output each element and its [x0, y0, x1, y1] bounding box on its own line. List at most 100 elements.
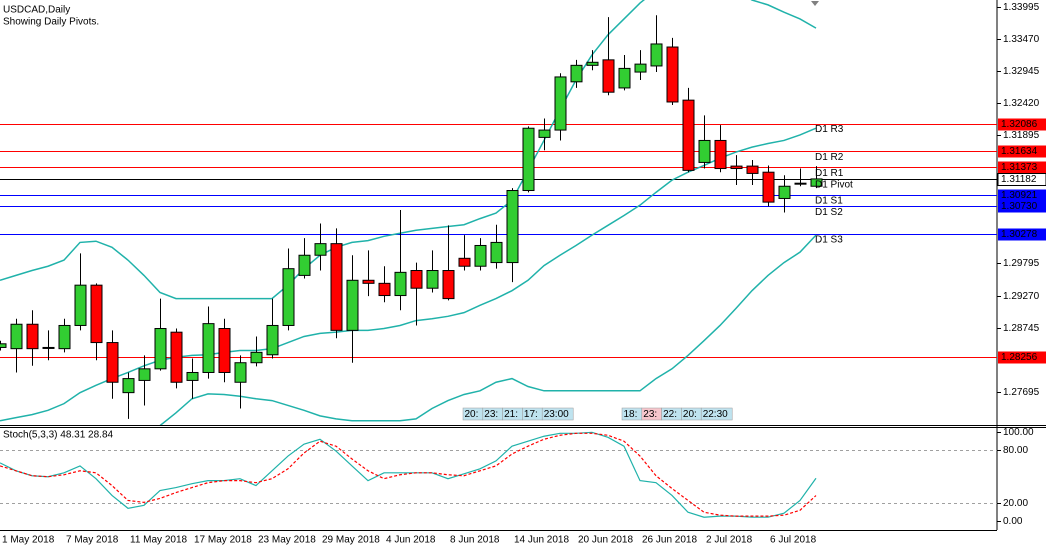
candle-body	[602, 59, 615, 93]
level-price-box	[998, 118, 1046, 131]
session-label: 17:	[524, 409, 538, 420]
band-line	[0, 127, 817, 422]
candle-body	[58, 324, 71, 350]
x-tick-label: 20 Jun 2018	[578, 535, 633, 546]
candle-body	[186, 371, 199, 381]
candle-body	[234, 362, 247, 383]
x-tick-label: 1 May 2018	[2, 535, 55, 546]
x-tick-label: 7 May 2018	[66, 535, 119, 546]
candle-body	[0, 343, 7, 348]
x-tick-label: 11 May 2018	[130, 535, 188, 546]
candle-body	[218, 328, 231, 373]
candle-body	[634, 63, 647, 73]
level-price-box	[998, 228, 1046, 241]
session-label: 20:	[683, 409, 697, 420]
candle-body	[106, 342, 119, 383]
candle-body	[570, 64, 583, 83]
y-tick-label: 1.33470	[1003, 34, 1040, 45]
candle-body	[810, 178, 823, 187]
candle-body	[90, 284, 103, 344]
session-label: 23:	[643, 409, 657, 420]
chart-subtitle: Showing Daily Pivots.	[3, 17, 99, 28]
candle-body	[282, 268, 295, 326]
level-price-box	[998, 189, 1046, 202]
level-name: D1 S3	[815, 235, 843, 246]
level-name: D1 R3	[815, 124, 844, 135]
candle-body	[490, 241, 503, 264]
candle-body	[746, 165, 759, 174]
candle-body	[698, 139, 711, 163]
candle-body	[538, 129, 551, 138]
candle-body	[426, 270, 439, 289]
band-line	[0, 0, 817, 300]
y-tick-label: 1.32420	[1003, 98, 1040, 109]
candle-body	[410, 270, 423, 289]
candle-body	[666, 46, 679, 103]
level-price-box	[997, 173, 1046, 186]
candle-body	[250, 351, 263, 364]
level-price-label: 1.30278	[1001, 229, 1038, 240]
session-label: 18:	[624, 409, 638, 420]
candle-body	[506, 190, 519, 264]
x-tick-label: 2 Jul 2018	[706, 535, 753, 546]
y-tick-label: 0.00	[1003, 516, 1023, 527]
candle-body	[10, 323, 23, 350]
session-label: 23:	[484, 409, 498, 420]
candle-body	[138, 368, 151, 381]
y-tick-label: 80.00	[1003, 445, 1028, 456]
y-tick-label: 1.33995	[1003, 2, 1040, 13]
candle-body	[554, 76, 567, 131]
candle-body	[346, 279, 359, 331]
candle-body	[74, 284, 87, 326]
candle-body	[650, 43, 663, 67]
level-price-label: 1.32086	[1001, 119, 1038, 130]
x-tick-label: 6 Jul 2018	[770, 535, 817, 546]
candle-body	[170, 331, 183, 383]
candle-body	[362, 279, 375, 284]
y-tick-label: 1.28745	[1003, 323, 1040, 334]
level-price-label: 1.31634	[1001, 146, 1038, 157]
level-price-label: 1.30921	[1001, 190, 1038, 201]
candle-body	[26, 323, 39, 350]
x-tick-label: 8 Jun 2018	[450, 535, 500, 546]
candle-body	[378, 282, 391, 297]
candle-body	[154, 328, 167, 370]
candle-body	[298, 254, 311, 276]
level-price-box	[998, 351, 1046, 364]
level-price-box	[998, 200, 1046, 213]
level-price-label: 1.31182	[1001, 174, 1037, 185]
level-price-box	[998, 161, 1046, 174]
y-tick-label: 1.31895	[1003, 130, 1040, 141]
level-name: D1 Pivot	[815, 179, 853, 190]
x-tick-label: 26 Jun 2018	[642, 535, 697, 546]
level-price-label: 1.31373	[1001, 162, 1038, 173]
level-name: D1 R2	[815, 152, 844, 163]
y-tick-label: 1.32945	[1003, 66, 1040, 77]
session-box	[541, 407, 574, 421]
y-tick-label: 1.27695	[1003, 387, 1040, 398]
candle-body	[330, 243, 343, 331]
x-tick-label: 29 May 2018	[322, 535, 380, 546]
y-tick-label: 20.00	[1003, 498, 1028, 509]
candle-body	[682, 99, 695, 171]
indicator-line	[0, 431, 817, 518]
x-tick-label: 4 Jun 2018	[386, 535, 436, 546]
x-tick-label: 17 May 2018	[194, 535, 252, 546]
candle-body	[522, 127, 535, 192]
session-label: 22:	[663, 409, 677, 420]
candle-body	[714, 139, 727, 170]
x-tick-label: 14 Jun 2018	[514, 535, 569, 546]
level-name: D1 S2	[815, 207, 843, 218]
y-tick-label: 100.00	[1003, 427, 1034, 438]
y-tick-label: 1.29795	[1003, 258, 1040, 269]
candle-body	[458, 257, 471, 267]
band-line	[159, 234, 817, 425]
candle-body	[314, 243, 327, 256]
session-box	[700, 407, 733, 421]
candle-body	[778, 185, 791, 199]
candle-body	[42, 346, 55, 349]
level-price-label: 1.30730	[1001, 201, 1038, 212]
candle-body	[586, 61, 599, 66]
